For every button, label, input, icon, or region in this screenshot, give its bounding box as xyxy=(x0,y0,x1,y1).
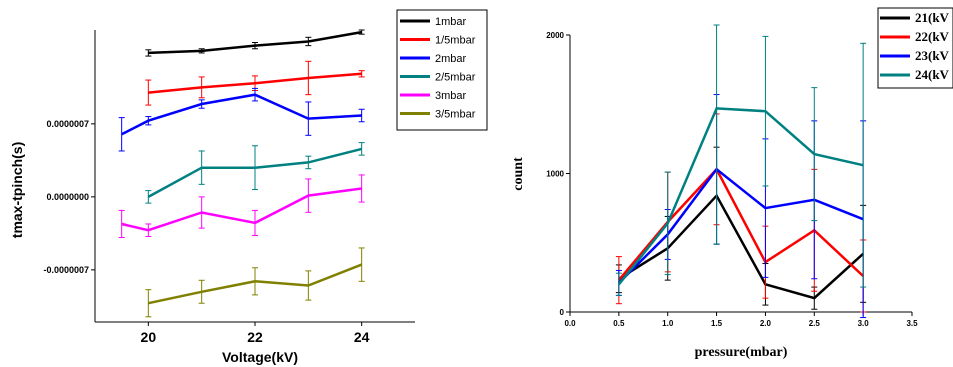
x-tick-label: 3.0 xyxy=(858,319,870,328)
x-tick-label: 3.5 xyxy=(906,319,918,328)
left-x-axis-label: Voltage(kV) xyxy=(222,349,298,365)
y-tick-label: 1000 xyxy=(546,170,564,179)
right-x-axis-label: pressure(mbar) xyxy=(695,345,788,360)
series-line xyxy=(147,147,363,198)
series-22-kV xyxy=(615,113,867,313)
legend-label: 21(kV xyxy=(915,10,950,25)
series-line xyxy=(148,263,363,305)
legend-label: 3/5mbar xyxy=(435,109,476,121)
y-tick-label: -0.0000007 xyxy=(43,265,89,275)
legend-label: 2/5mbar xyxy=(435,72,476,84)
left-chart: 20 22 24 0.0000007 0.0000000 -0.0000007 Volt… xyxy=(9,9,488,365)
series-3mbar xyxy=(118,174,365,239)
left-legend: 1mbar 1/5mbar 2mbar 2/5mbar 3mbar 3/5mbar xyxy=(396,9,488,131)
x-tick-label: 2.0 xyxy=(760,319,772,328)
series-line xyxy=(617,107,864,286)
series-2-5mbar xyxy=(145,142,365,204)
series-line xyxy=(148,30,362,55)
x-tick-label: 0.0 xyxy=(564,319,576,328)
left-x-ticks: 20 22 24 xyxy=(141,322,370,345)
series-2mbar xyxy=(118,87,365,152)
y-tick-label: 2000 xyxy=(546,31,564,40)
series-line xyxy=(121,187,362,232)
y-tick-label: 0 xyxy=(560,308,565,317)
x-tick-label: 22 xyxy=(247,329,263,345)
y-tick-label: 0.0000000 xyxy=(46,192,89,202)
series-24-kV xyxy=(615,24,867,296)
legend-label: 23(kV xyxy=(915,48,950,63)
series-line xyxy=(617,167,864,281)
series-line xyxy=(121,93,362,136)
legend-label: 22(kV xyxy=(915,29,950,44)
right-y-ticks: 0 1000 2000 xyxy=(546,31,570,317)
y-tick-label: 0.0000007 xyxy=(46,119,89,129)
right-y-axis-label: count xyxy=(511,157,526,191)
series-1-5mbar xyxy=(145,60,365,106)
series-1mbar xyxy=(145,29,365,57)
x-tick-label: 1.0 xyxy=(662,319,674,328)
x-tick-label: 20 xyxy=(141,329,157,345)
right-chart: 0.0 0.5 1.0 1.5 2.0 2.5 3.0 3.5 0 1000 2000 press… xyxy=(511,7,953,360)
legend-label: 3mbar xyxy=(435,90,467,102)
series-21-kV xyxy=(615,146,867,310)
series-line xyxy=(618,167,864,284)
series-3-5mbar xyxy=(145,247,365,318)
x-tick-label: 0.5 xyxy=(613,319,625,328)
left-y-ticks: 0.0000007 0.0000000 -0.0000007 xyxy=(43,119,95,275)
legend-label: 24(kV xyxy=(915,67,950,82)
left-legend-box xyxy=(396,9,488,131)
right-series-group xyxy=(615,24,867,319)
x-tick-label: 1.5 xyxy=(711,319,723,328)
right-x-ticks: 0.0 0.5 1.0 1.5 2.0 2.5 3.0 3.5 xyxy=(564,312,918,328)
legend-label: 1mbar xyxy=(435,16,467,28)
right-legend: 21(kV 22(kV 23(kV 24(kV xyxy=(877,7,953,89)
x-tick-label: 2.5 xyxy=(809,319,821,328)
legend-label: 2mbar xyxy=(435,53,467,65)
x-tick-label: 24 xyxy=(354,329,370,345)
left-series-group xyxy=(118,29,365,318)
legend-label: 1/5mbar xyxy=(435,35,476,47)
series-line xyxy=(148,72,362,94)
series-line xyxy=(618,193,864,300)
left-y-axis-label: tmax-tpinch(s) xyxy=(9,142,25,238)
